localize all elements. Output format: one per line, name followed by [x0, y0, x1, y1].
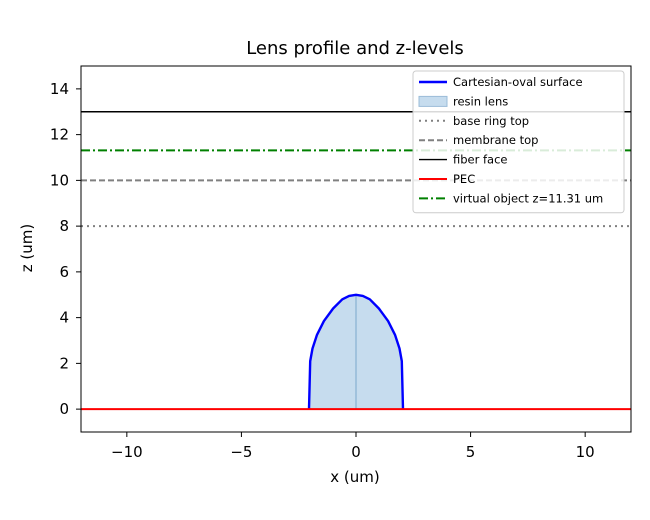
legend-entry-6: virtual object z=11.31 um — [453, 191, 603, 205]
y-tick-label-4: 8 — [59, 217, 69, 235]
legend-entry-1: resin lens — [453, 94, 508, 108]
y-tick-label-6: 12 — [50, 126, 69, 144]
legend-entry-4: fiber face — [453, 153, 508, 167]
legend: Cartesian-oval surface resin lens base rin… — [412, 70, 625, 214]
y-tick-label-3: 6 — [59, 263, 69, 281]
y-tick-label-7: 14 — [50, 80, 69, 98]
legend-entry-2: base ring top — [453, 114, 529, 128]
y-tick-label-5: 10 — [50, 171, 69, 189]
x-axis-label: x (um) — [330, 468, 379, 486]
y-axis-label: z (um) — [18, 224, 36, 272]
legend-swatch-1 — [418, 95, 448, 107]
chart-title: Lens profile and z-levels — [246, 38, 464, 59]
plot-area: −10 −5 0 5 10 0 2 4 6 8 10 12 14 — [50, 65, 632, 461]
legend-entry-0: Cartesian-oval surface — [453, 75, 583, 89]
x-tick-label-0: −10 — [111, 443, 143, 461]
legend-entry-3: membrane top — [453, 133, 538, 147]
x-tick-label-1: −5 — [230, 443, 252, 461]
legend-entry-5: PEC — [453, 172, 475, 186]
legend-box — [412, 70, 625, 214]
x-tick-label-2: 0 — [351, 443, 361, 461]
x-tick-label-3: 5 — [466, 443, 476, 461]
cartesian-oval-surface-line — [307, 293, 405, 410]
y-tick-label-1: 2 — [59, 354, 69, 372]
y-tick-label-2: 4 — [59, 309, 69, 327]
x-tick-label-4: 10 — [576, 443, 595, 461]
y-tick-label-0: 0 — [59, 400, 69, 418]
